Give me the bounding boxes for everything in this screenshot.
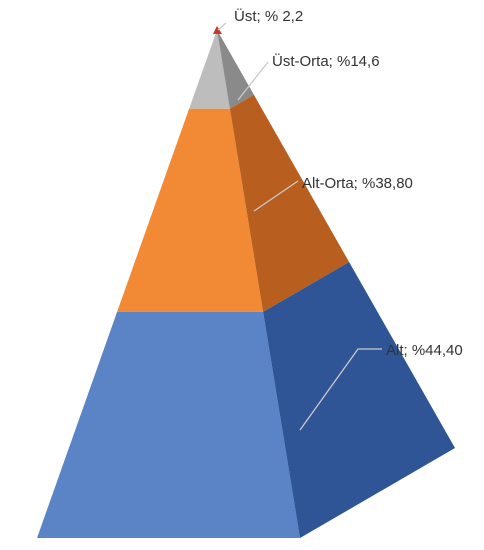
leader-lines bbox=[217, 22, 382, 431]
leader-line-2 bbox=[253, 180, 299, 212]
pyramid-segment-front-3 bbox=[37, 311, 300, 538]
pyramid-segment-side-3 bbox=[263, 262, 455, 538]
pyramid-segment-front-1 bbox=[189, 34, 230, 109]
leader-line-0 bbox=[217, 22, 227, 31]
pyramid-segment-side-2 bbox=[229, 94, 350, 312]
data-label-2: Alt-Orta; %38,80 bbox=[302, 175, 413, 192]
data-label-3: Alt; %44,40 bbox=[386, 342, 463, 359]
pyramid-segment-side-1 bbox=[217, 33, 254, 109]
data-labels: Üst; % 2,2 Üst-Orta; %14,6 Alt-Orta; %38,8… bbox=[234, 7, 463, 359]
pyramid-apex-tip bbox=[213, 26, 222, 34]
leader-line-3 bbox=[299, 348, 382, 431]
leader-line-1 bbox=[237, 61, 269, 101]
data-label-0: Üst; % 2,2 bbox=[234, 7, 303, 25]
pyramid-segment-front-2 bbox=[117, 108, 264, 312]
data-label-1: Üst-Orta; %14,6 bbox=[272, 52, 380, 70]
pyramid-faces bbox=[37, 26, 455, 538]
